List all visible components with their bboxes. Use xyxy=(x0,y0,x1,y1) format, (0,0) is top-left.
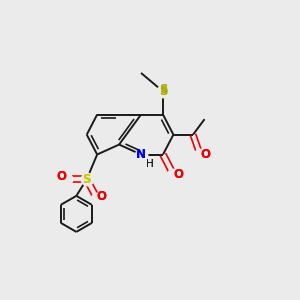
Text: O: O xyxy=(56,170,66,183)
Text: O: O xyxy=(173,168,184,181)
Text: S: S xyxy=(82,173,91,186)
Text: S: S xyxy=(159,83,167,96)
Text: O: O xyxy=(200,148,210,161)
Text: S: S xyxy=(82,173,91,186)
Text: S: S xyxy=(159,85,167,98)
Text: O: O xyxy=(97,190,107,203)
Text: N: N xyxy=(136,148,146,161)
Text: O: O xyxy=(56,170,66,183)
Text: H: H xyxy=(146,159,154,169)
Text: O: O xyxy=(97,190,107,203)
Text: O: O xyxy=(173,168,184,181)
Text: O: O xyxy=(200,148,210,161)
Text: H: H xyxy=(146,159,154,169)
Text: N: N xyxy=(136,148,146,161)
